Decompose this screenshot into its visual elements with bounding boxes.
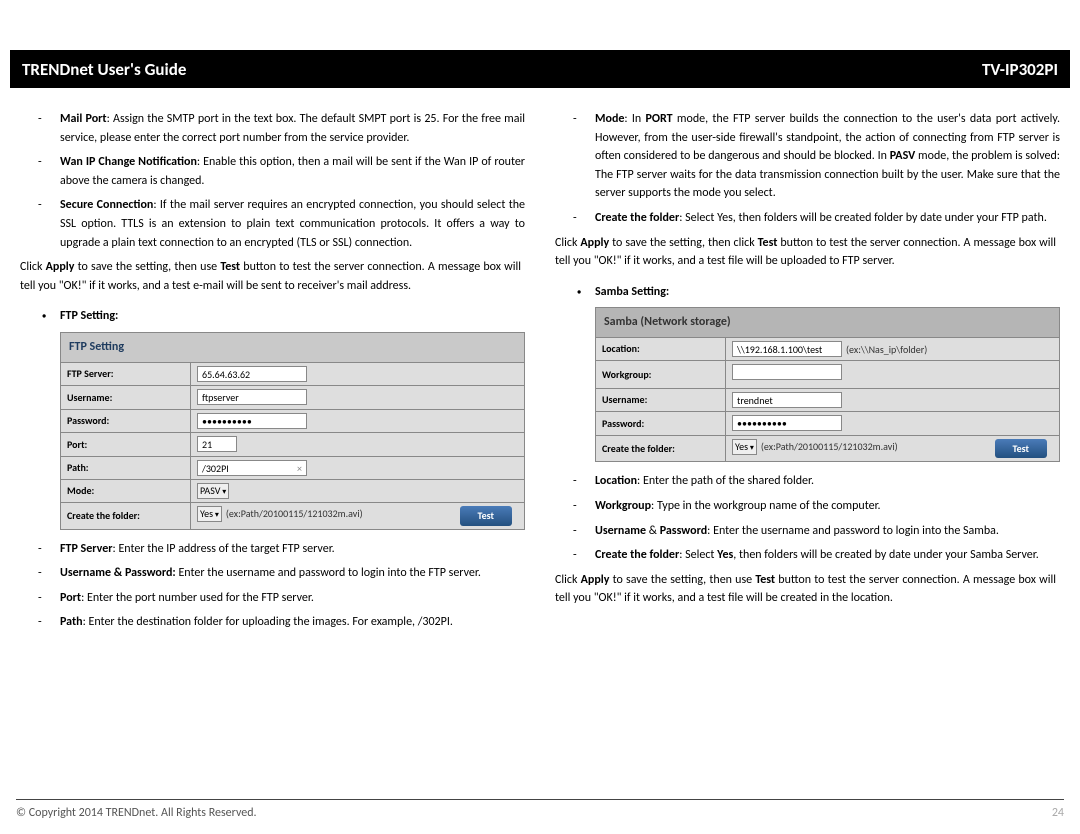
list-item: Create the folder: Select Yes, then fold…	[595, 209, 1060, 228]
samba-location-input[interactable]: \\192.168.1.100\test	[732, 341, 842, 357]
mail-bullets: Mail Port: Assign the SMTP port in the t…	[20, 110, 525, 252]
list-item: Username & Password: Enter the username …	[60, 564, 525, 583]
left-column: Mail Port: Assign the SMTP port in the t…	[20, 110, 525, 764]
footer: © Copyright 2014 TRENDnet. All Rights Re…	[16, 799, 1064, 820]
apply-paragraph-samba: Click Apply to save the setting, then us…	[555, 571, 1060, 608]
ftp-server-input[interactable]: 65.64.63.62	[197, 366, 307, 382]
ftp-password-input[interactable]: ••••••••••	[197, 413, 307, 429]
ftp-folder-select[interactable]: Yes	[197, 506, 222, 522]
list-item: Mail Port: Assign the SMTP port in the t…	[60, 110, 525, 147]
page-number: 24	[1052, 806, 1064, 820]
samba-folder-select[interactable]: Yes	[732, 439, 757, 455]
samba-bullets: Location: Enter the path of the shared f…	[555, 472, 1060, 564]
list-item: Username & Password: Enter the username …	[595, 522, 1060, 541]
samba-username-input[interactable]: trendnet	[732, 392, 842, 408]
right-column: Mode: In PORT mode, the FTP server build…	[555, 110, 1060, 764]
list-item: Create the folder: Select Yes, then fold…	[595, 546, 1060, 565]
apply-paragraph: Click Apply to save the setting, then us…	[20, 258, 525, 295]
samba-heading: Samba Setting:	[555, 283, 1060, 302]
ftp-port-input[interactable]: 21	[197, 436, 237, 452]
ftp-username-input[interactable]: ftpserver	[197, 389, 307, 405]
list-item: FTP Server: Enter the IP address of the …	[60, 540, 525, 559]
samba-test-button[interactable]: Test	[995, 439, 1047, 459]
samba-workgroup-input[interactable]	[732, 364, 842, 380]
list-item: Workgroup: Type in the workgroup name of…	[595, 497, 1060, 516]
content-area: Mail Port: Assign the SMTP port in the t…	[10, 98, 1070, 774]
header-bar: TRENDnet User's Guide TV-IP302PI	[10, 50, 1070, 88]
samba-password-input[interactable]: ••••••••••	[732, 415, 842, 431]
apply-paragraph-ftp: Click Apply to save the setting, then cl…	[555, 234, 1060, 271]
ftp-bullets: FTP Server: Enter the IP address of the …	[20, 540, 525, 632]
ftp-table-title: FTP Setting	[61, 332, 525, 362]
list-item: Wan IP Change Notification: Enable this …	[60, 153, 525, 190]
ftp-test-button[interactable]: Test	[460, 506, 512, 526]
ftp-path-input[interactable]: /302PI×	[197, 460, 307, 476]
copyright: © Copyright 2014 TRENDnet. All Rights Re…	[16, 806, 257, 820]
model-number: TV-IP302PI	[982, 59, 1058, 80]
list-item: Mode: In PORT mode, the FTP server build…	[595, 110, 1060, 203]
ftp-heading: FTP Setting:	[20, 307, 525, 326]
samba-table-title: Samba (Network storage)	[596, 308, 1060, 338]
doc-title: TRENDnet User's Guide	[22, 59, 186, 80]
samba-setting-table: Samba (Network storage) Location:\\192.1…	[595, 307, 1060, 462]
list-item: Location: Enter the path of the shared f…	[595, 472, 1060, 491]
mode-bullets: Mode: In PORT mode, the FTP server build…	[555, 110, 1060, 228]
ftp-mode-select[interactable]: PASV	[197, 483, 229, 499]
ftp-setting-table: FTP Setting FTP Server:65.64.63.62 Usern…	[60, 332, 525, 530]
list-item: Secure Connection: If the mail server re…	[60, 196, 525, 252]
list-item: Port: Enter the port number used for the…	[60, 589, 525, 608]
list-item: Path: Enter the destination folder for u…	[60, 613, 525, 632]
